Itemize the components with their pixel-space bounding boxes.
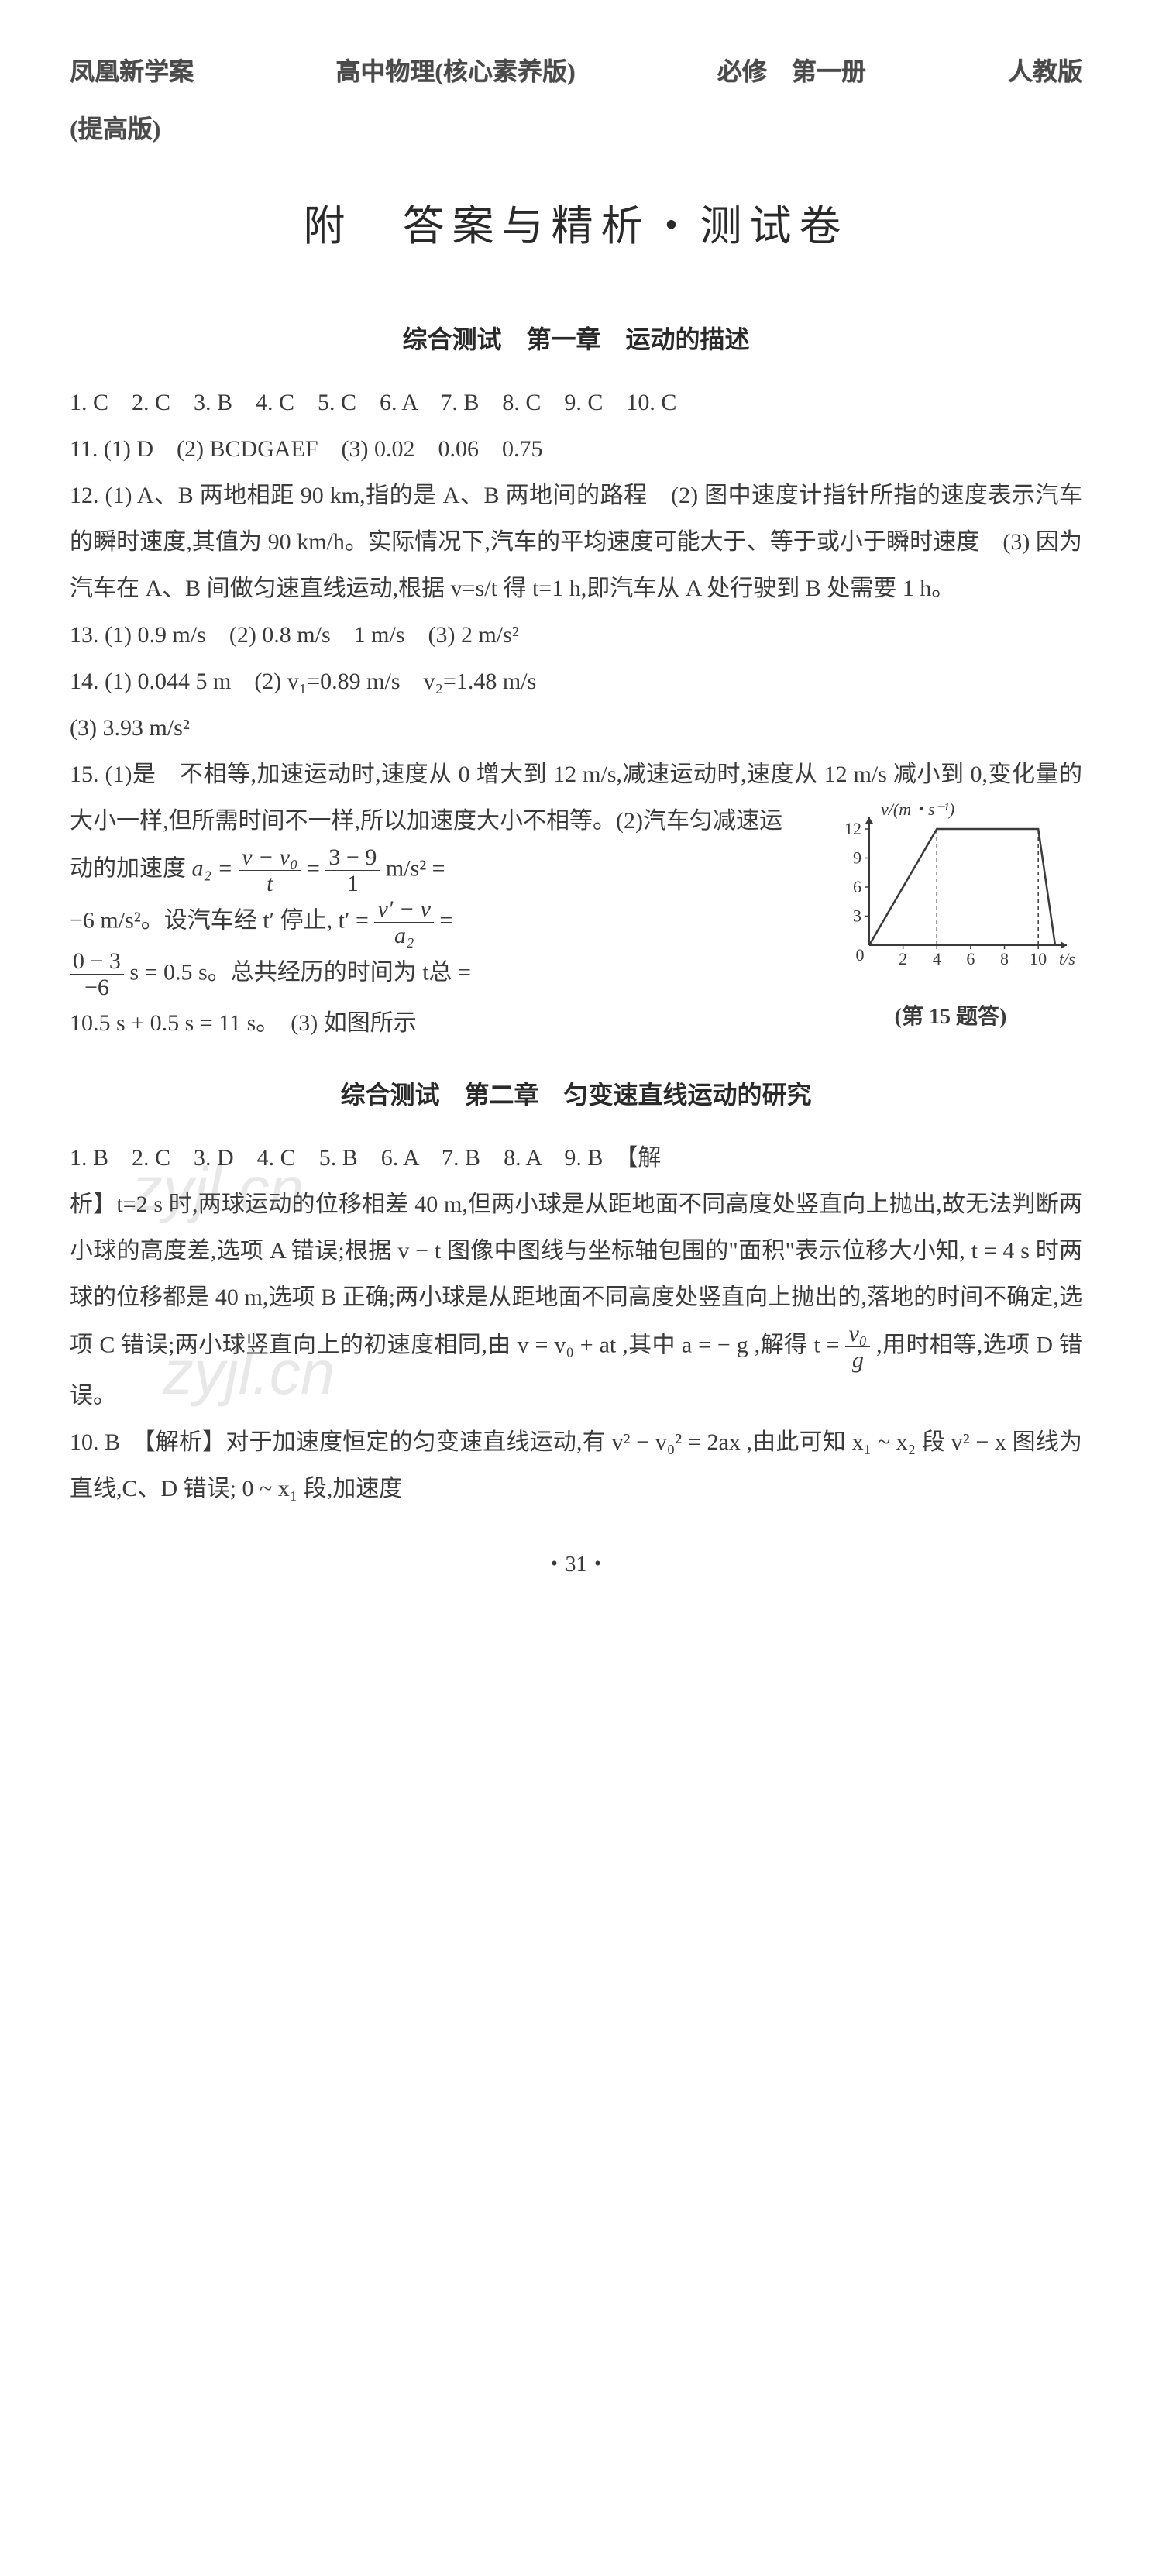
q14: 14. (1) 0.044 5 m (2) v₁=0.89 m/s v₂=1.4… [70, 659, 1082, 705]
frac1-den: t [239, 871, 301, 896]
q15b-eq1: a₂ = [192, 855, 239, 881]
q11: 11. (1) D (2) BCDGAEF (3) 0.02 0.06 0.75 [70, 426, 1082, 473]
header-center: 高中物理(核心素养版) [335, 46, 575, 96]
svg-text:6: 6 [966, 949, 975, 968]
frac3-num: v′ − v [374, 896, 433, 923]
header-left: 凤凰新学案 [70, 46, 194, 96]
svg-text:10: 10 [1030, 949, 1047, 968]
header-row: 凤凰新学案 高中物理(核心素养版) 必修 第一册 人教版 [70, 46, 1082, 96]
svg-text:4: 4 [933, 949, 941, 968]
q9b: 析】t=2 s 时,两球运动的位移相差 40 m,但两小球是从距地面不同高度处竖… [70, 1181, 1082, 1419]
q13: 13. (1) 0.9 m/s (2) 0.8 m/s 1 m/s (3) 2 … [70, 612, 1082, 659]
q15b-pre: 动的加速度 [70, 855, 192, 881]
section1-title: 综合测试 第一章 运动的描述 [70, 315, 1082, 364]
frac1-num: v − v₀ [239, 844, 301, 871]
svg-text:t/s: t/s [1059, 949, 1075, 968]
svg-text:3: 3 [853, 906, 861, 926]
frac3: v′ − v a₂ [374, 896, 433, 948]
q10-s2: 10. B 【解析】对于加速度恒定的匀变速直线运动,有 v² − v₀² = 2… [70, 1419, 1082, 1512]
q15-block: 15. (1)是 不相等,加速运动时,速度从 0 增大到 12 m/s,减速运动… [70, 751, 1082, 1047]
frac2: 3 − 9 1 [325, 844, 380, 896]
q15b-mid1: = [307, 855, 325, 881]
section2-block: zyjl.cn 1. B 2. C 3. D 4. C 5. B 6. A 7.… [70, 1135, 1082, 1512]
svg-text:2: 2 [899, 949, 907, 968]
q1-9-s2: 1. B 2. C 3. D 4. C 5. B 6. A 7. B 8. A … [70, 1135, 1082, 1181]
svg-text:12: 12 [844, 819, 861, 838]
svg-text:6: 6 [853, 877, 861, 896]
frac4-den: −6 [70, 975, 124, 1000]
header-publisher: 人教版 [1008, 46, 1082, 96]
q15b-post1: m/s² = [386, 855, 445, 881]
frac5-num: v₀ [845, 1321, 870, 1347]
q1-10: 1. C 2. C 3. B 4. C 5. C 6. A 7. B 8. C … [70, 380, 1082, 426]
q15d-post: s = 0.5 s。总共经历的时间为 t总 = [129, 959, 471, 985]
q12: 12. (1) A、B 两地相距 90 km,指的是 A、B 两地间的路程 (2… [70, 473, 1082, 612]
svg-text:8: 8 [1000, 949, 1009, 968]
watermark-2: zyjl.cn [163, 1311, 335, 1435]
header-vol: 必修 第一册 [717, 46, 866, 96]
q14b: (3) 3.93 m/s² [70, 705, 1082, 751]
frac5-den: g [845, 1347, 870, 1373]
section2-title: 综合测试 第二章 匀变速直线运动的研究 [70, 1070, 1082, 1119]
chart15-svg: 3 6 9 12 2 4 6 8 10 0 v/(m・s⁻¹) t/s [823, 798, 1078, 976]
frac2-num: 3 − 9 [325, 844, 380, 871]
frac3-den: a₂ [374, 923, 433, 948]
chart-15: 3 6 9 12 2 4 6 8 10 0 v/(m・s⁻¹) t/s (第 15 题答) [819, 798, 1082, 1039]
svg-text:9: 9 [853, 848, 861, 868]
main-title: 附 答案与精析・测试卷 [70, 184, 1082, 268]
frac4: 0 − 3 −6 [70, 948, 124, 1000]
q15c-pre: −6 m/s²。设汽车经 t′ 停止, t′ = [70, 907, 374, 933]
chart15-caption: (第 15 题答) [819, 996, 1082, 1039]
page-number: ・31・ [70, 1543, 1082, 1587]
frac5: v₀ g [845, 1321, 870, 1373]
frac2-den: 1 [325, 871, 380, 896]
svg-text:v/(m・s⁻¹): v/(m・s⁻¹) [881, 800, 954, 819]
frac1: v − v₀ t [239, 844, 301, 896]
frac4-num: 0 − 3 [70, 948, 124, 975]
header-sub: (提高版) [70, 104, 1082, 153]
q15c-post: = [439, 907, 452, 933]
svg-text:0: 0 [856, 945, 865, 965]
